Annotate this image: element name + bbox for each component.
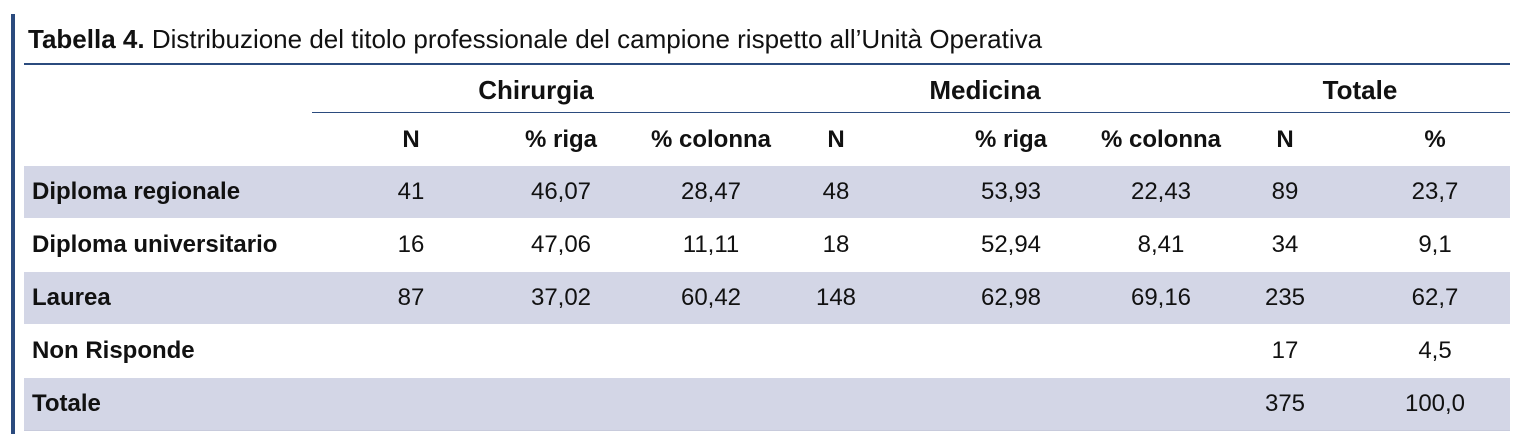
table-cell: 48 (822, 178, 850, 205)
caption-divider (24, 63, 1510, 65)
table-cell: 41 (397, 178, 425, 205)
subheader-cell: % colonna (650, 126, 771, 153)
table-bottom-rule (24, 430, 1510, 431)
table-cell: 100,0 (1404, 390, 1466, 417)
table-cell: 235 (1264, 284, 1306, 311)
table-cell: 69,16 (1130, 284, 1192, 311)
table-cell (336, 325, 486, 377)
table-cell: 148 (815, 284, 857, 311)
row-label: Totale (32, 390, 101, 417)
subheader-cell: N (827, 126, 845, 153)
group-header-medicina: Medicina (929, 74, 1041, 105)
group-header-chirurgia: Chirurgia (478, 74, 594, 105)
table-cell (761, 325, 911, 377)
caption-text: Distribuzione del titolo professionale d… (151, 24, 1043, 54)
subheader-cell: % (1424, 126, 1446, 153)
table-cell: 375 (1264, 390, 1306, 417)
table-cell: 53,93 (980, 178, 1042, 205)
subheader-cell: % riga (974, 126, 1048, 153)
table-cell: 89 (1271, 178, 1299, 205)
subheader-cell: % colonna (1100, 126, 1221, 153)
table-cell: 4,5 (1418, 337, 1452, 364)
table-cell: 18 (822, 231, 850, 258)
table-row: Diploma universitario 16 47,06 11,11 18 … (24, 219, 1510, 271)
table-row-total: Totale 375 100,0 (24, 378, 1510, 430)
table-cell: 60,42 (680, 284, 742, 311)
left-accent-rule (11, 14, 15, 434)
group-header-totale: Totale (1322, 74, 1398, 105)
table-cell (336, 378, 486, 430)
table-row: Laurea 87 37,02 60,42 148 62,98 69,16 23… (24, 272, 1510, 324)
caption-label: Tabella 4. (28, 24, 145, 54)
table-cell: 17 (1271, 337, 1299, 364)
table-cell: 8,41 (1137, 231, 1185, 258)
table-cell: 62,98 (980, 284, 1042, 311)
table-cell: 34 (1271, 231, 1299, 258)
table-cell: 11,11 (682, 231, 740, 258)
row-label: Laurea (32, 284, 111, 311)
row-label: Non Risponde (32, 337, 195, 364)
table-row: Diploma regionale 41 46,07 28,47 48 53,9… (24, 166, 1510, 218)
row-label: Diploma regionale (32, 178, 241, 205)
table-cell: 62,7 (1411, 284, 1459, 311)
table-cell: 46,07 (530, 178, 592, 205)
table-cell (936, 378, 1086, 430)
table-cell: 28,47 (680, 178, 742, 205)
table-cell (486, 378, 636, 430)
table-cell (761, 378, 911, 430)
table-cell: 52,94 (980, 231, 1042, 258)
subheader-row: N % riga % colonna N % riga % colonna N … (24, 114, 1510, 166)
table-cell: 22,43 (1130, 178, 1192, 205)
subheader-cell: N (402, 126, 420, 153)
table-cell: 16 (397, 231, 425, 258)
table-cell: 87 (397, 284, 425, 311)
subheader-cell: N (1276, 126, 1294, 153)
table-cell: 23,7 (1411, 178, 1459, 205)
totale-row-separator (1210, 374, 1510, 378)
subheader-cell: % riga (524, 126, 598, 153)
row-label: Diploma universitario (32, 231, 278, 258)
table-row: Non Risponde 17 4,5 (24, 325, 1510, 377)
table-cell (936, 325, 1086, 377)
group-header-divider (312, 112, 1510, 113)
table-caption: Tabella 4. Distribuzione del titolo prof… (28, 23, 1042, 55)
table-cell: 37,02 (530, 284, 592, 311)
table-cell (486, 325, 636, 377)
table-cell: 47,06 (530, 231, 592, 258)
table-cell: 9,1 (1418, 231, 1452, 258)
